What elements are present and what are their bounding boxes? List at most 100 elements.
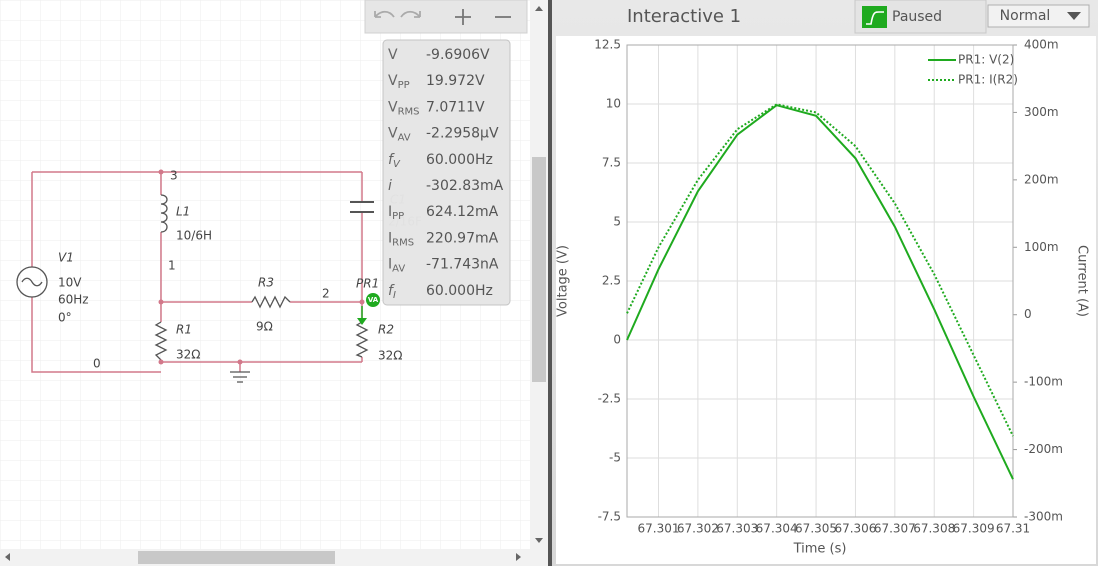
probe-symbol: IRMS	[388, 230, 414, 248]
legend-label: PR1: V(2)	[958, 53, 1014, 67]
x-axis-title: Time (s)	[793, 542, 847, 557]
probe-value: 60.000Hz	[426, 283, 493, 299]
panel-divider	[548, 0, 552, 566]
probe-symbol-main: V	[388, 126, 398, 142]
probe-arrowhead	[357, 318, 367, 325]
schematic-label: 32Ω	[378, 349, 402, 363]
chart: -7.5 -5 -2.5 0 2.5 5 7.5 10 12.5 -300m -200m -100m 0…	[556, 38, 1090, 557]
y-tick-label: 12.5	[594, 38, 621, 52]
probe-value: -9.6906V	[426, 47, 490, 63]
r1-symbol	[154, 321, 168, 361]
schematic-label: 3	[170, 169, 178, 183]
y-tick-label: 2.5	[602, 274, 621, 288]
components	[16, 194, 374, 383]
plot-frame	[626, 44, 1014, 518]
mode-label: Normal	[1000, 8, 1051, 24]
schematic-label: V1	[58, 251, 74, 265]
probe-symbol-sub: RMS	[392, 237, 414, 248]
probe-symbol: V	[388, 47, 398, 63]
x-tick-label: 67.301	[638, 522, 680, 536]
probe-symbol: VRMS	[388, 99, 420, 117]
l1-symbol	[160, 194, 168, 233]
y2-tick-label: 300m	[1024, 105, 1059, 119]
probe-value: 7.0711V	[426, 99, 485, 115]
probe-value: -302.83mA	[426, 178, 504, 194]
probe-symbol-sub: V	[393, 159, 401, 170]
zoom-in-button[interactable]	[455, 9, 471, 25]
probe-symbol-main: V	[388, 99, 398, 115]
probe-value: 624.12mA	[426, 204, 499, 220]
y2-tick-label: 100m	[1024, 240, 1059, 254]
schematic-labels: 3120V110V60Hz0°L110/6HR39ΩR132ΩR232ΩC12/…	[58, 169, 422, 371]
y2-tick-label: -100m	[1024, 375, 1063, 389]
x-tick-label: 67.306	[834, 522, 876, 536]
probe-value: -71.743nA	[426, 257, 499, 273]
y2-tick-label: -200m	[1024, 442, 1063, 456]
probe-value: 19.972V	[426, 73, 485, 89]
y2-tick-label: 200m	[1024, 172, 1059, 186]
probe-symbol-main: I	[388, 230, 392, 246]
probe-symbol-sub: I	[393, 290, 396, 301]
y2-tick-label: 400m	[1024, 38, 1059, 52]
junctions	[158, 169, 365, 365]
ground-symbol	[230, 371, 250, 383]
schematic-label: 9Ω	[256, 320, 273, 334]
series-line	[626, 104, 1014, 480]
horizontal-scroll-thumb[interactable]	[138, 551, 335, 564]
probe-symbol: VAV	[388, 126, 411, 144]
x-tick-label: 67.303	[716, 522, 758, 536]
v1-wave	[21, 277, 43, 287]
x-tick-label: 67.304	[756, 522, 798, 536]
y2-tick-label: -300m	[1024, 510, 1063, 524]
probe-symbol-sub: RMS	[398, 106, 420, 117]
probe-symbol-main: f	[388, 152, 395, 168]
x-tick-label: 67.302	[677, 522, 719, 536]
v1-symbol	[16, 266, 48, 298]
probe-symbol-main: I	[388, 204, 392, 220]
schematic-label: 32Ω	[176, 348, 200, 362]
chart-area	[556, 36, 1096, 564]
schematic-label: 2	[322, 287, 330, 301]
y2-axis-title: Current (A)	[1075, 245, 1090, 317]
probe-badge-text: VA	[368, 296, 379, 304]
probe-symbol-main: V	[388, 73, 398, 89]
probe-symbol-sub: AV	[398, 133, 411, 144]
schematic-label: L1	[176, 205, 190, 219]
probe-symbol: fI	[388, 283, 396, 301]
redo-button[interactable]	[400, 10, 421, 18]
pause-icon	[862, 6, 887, 28]
schematic-label: 1	[168, 259, 176, 273]
status-label: Paused	[892, 9, 942, 25]
probe-value: -2.2958µV	[426, 126, 499, 142]
probe-symbol: i	[388, 178, 392, 194]
y2-tick-label: 0	[1024, 307, 1032, 321]
y-tick-label: 0	[613, 333, 621, 347]
dropdown-arrow	[1067, 12, 1081, 20]
r2-symbol	[355, 321, 369, 358]
probe-symbol-sub: AV	[392, 264, 405, 275]
y-tick-label: 10	[606, 97, 621, 111]
series-line	[626, 103, 1014, 437]
vertical-scroll-thumb[interactable]	[532, 157, 546, 382]
schematic-label: 10/6H	[176, 229, 212, 243]
y-tick-label: -5	[609, 451, 621, 465]
y-tick-label: -7.5	[598, 510, 621, 524]
c1-symbol	[350, 201, 374, 213]
r3-symbol	[251, 295, 291, 309]
probe-value: 220.97mA	[426, 230, 499, 246]
probe-value: 60.000Hz	[426, 152, 493, 168]
probe-symbol-main: V	[388, 47, 398, 63]
probe-symbol: fV	[388, 152, 401, 170]
y-tick-label: 5	[613, 215, 621, 229]
x-tick-label: 67.307	[874, 522, 916, 536]
pause-icon-glyph	[866, 11, 884, 25]
probe-symbol: VPP	[388, 73, 410, 91]
probe-readout	[382, 39, 511, 306]
mode-dropdown[interactable]	[987, 4, 1090, 28]
schematic-label: R3	[258, 276, 274, 290]
probe-symbol: IAV	[388, 257, 405, 275]
undo-button[interactable]	[374, 10, 395, 18]
y-axis-title: Voltage (V)	[556, 245, 571, 317]
probe-symbol-sub: PP	[392, 211, 404, 222]
